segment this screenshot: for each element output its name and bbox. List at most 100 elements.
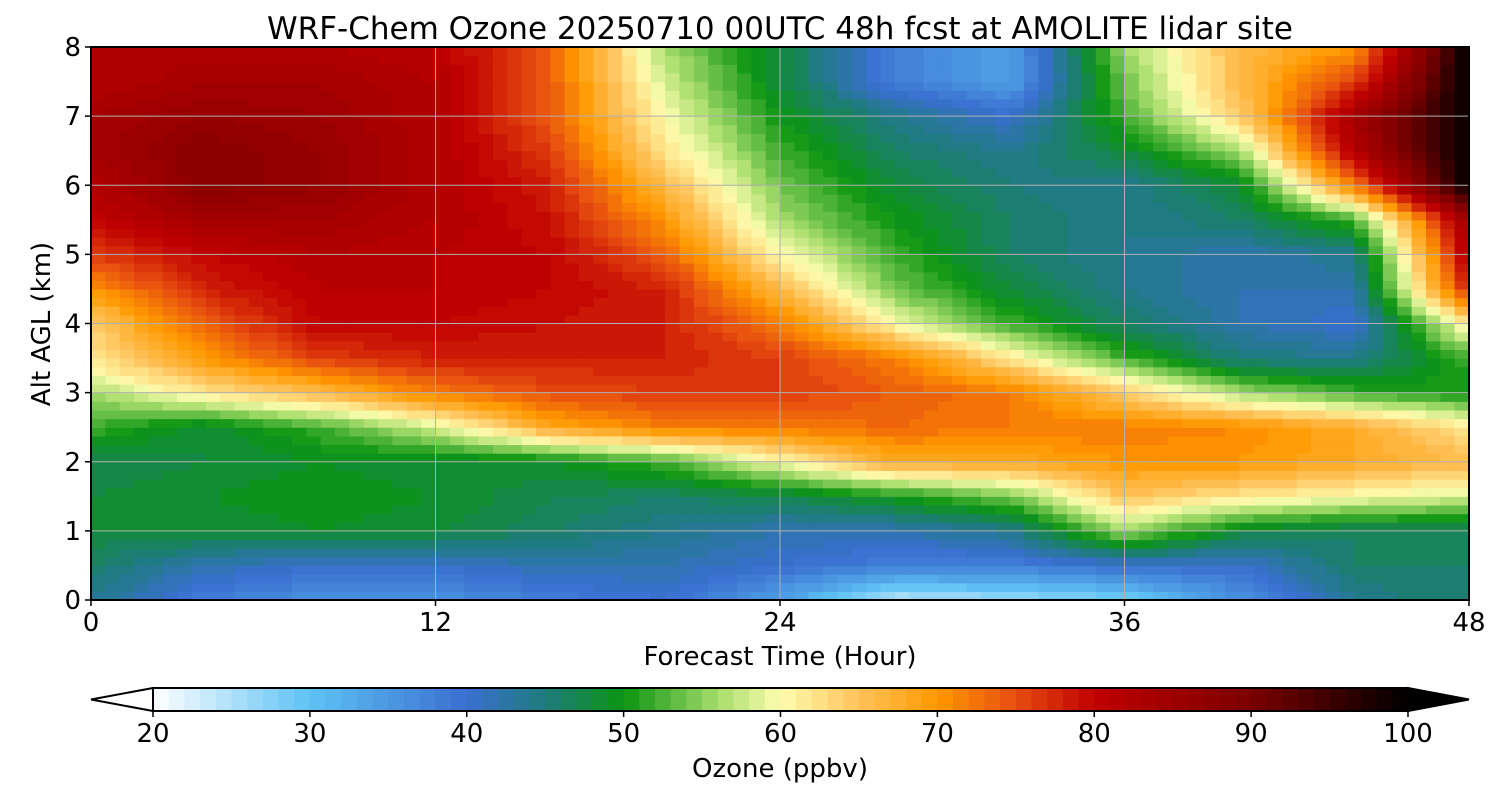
- heatmap-cell: [349, 358, 365, 368]
- heatmap-cell: [191, 185, 207, 195]
- heatmap-cell: [923, 202, 939, 212]
- heatmap-cell: [765, 306, 781, 316]
- heatmap-cell: [1124, 470, 1140, 480]
- heatmap-cell: [1210, 254, 1226, 264]
- heatmap-cell: [751, 548, 767, 558]
- heatmap-cell: [1067, 461, 1083, 471]
- heatmap-cell: [378, 185, 394, 195]
- heatmap-cell: [119, 522, 135, 532]
- heatmap-cell: [162, 556, 178, 567]
- heatmap-cell: [535, 219, 551, 230]
- heatmap-cell: [1024, 176, 1039, 186]
- heatmap-cell: [521, 453, 537, 463]
- heatmap-cell: [837, 340, 853, 351]
- heatmap-cell: [191, 254, 207, 264]
- heatmap-cell: [1095, 366, 1111, 376]
- heatmap-cell: [1067, 444, 1083, 454]
- heatmap-cell: [1124, 418, 1140, 428]
- heatmap-cell: [579, 323, 594, 333]
- heatmap-cell: [736, 574, 752, 584]
- heatmap-cell: [650, 383, 666, 394]
- heatmap-cell: [1153, 453, 1169, 463]
- heatmap-cell: [1181, 159, 1197, 169]
- heatmap-cell: [406, 461, 422, 471]
- heatmap-cell: [320, 496, 336, 506]
- heatmap-cell: [220, 314, 236, 325]
- heatmap-cell: [421, 323, 437, 333]
- heatmap-cell: [794, 185, 810, 195]
- heatmap-cell: [1382, 409, 1398, 420]
- heatmap-cell: [306, 245, 322, 255]
- heatmap-cell: [277, 496, 293, 506]
- heatmap-cell: [665, 591, 681, 601]
- heatmap-cell: [1454, 263, 1470, 273]
- heatmap-cell: [1110, 513, 1126, 523]
- heatmap-cell: [335, 280, 350, 290]
- heatmap-cell: [650, 280, 666, 290]
- heatmap-cell: [708, 487, 724, 497]
- heatmap-cell: [507, 150, 523, 160]
- heatmap-cell: [1425, 306, 1441, 316]
- heatmap-cell: [378, 271, 394, 281]
- heatmap-cell: [1052, 418, 1068, 428]
- heatmap-cell: [622, 461, 638, 471]
- heatmap-cell: [550, 323, 566, 333]
- heatmap-cell: [607, 349, 623, 359]
- heatmap-cell: [636, 392, 652, 402]
- heatmap-cell: [665, 323, 681, 333]
- heatmap-cell: [1454, 297, 1470, 307]
- heatmap-cell: [1368, 401, 1384, 411]
- heatmap-cell: [622, 418, 638, 428]
- heatmap-cell: [693, 409, 709, 420]
- heatmap-cell: [550, 556, 566, 567]
- heatmap-cell: [837, 245, 853, 255]
- heatmap-cell: [162, 288, 178, 299]
- heatmap-cell: [736, 237, 752, 247]
- heatmap-cell: [607, 530, 623, 541]
- heatmap-cell: [492, 185, 508, 195]
- heatmap-cell: [277, 219, 293, 230]
- heatmap-cell: [1239, 548, 1255, 558]
- heatmap-cell: [880, 591, 896, 601]
- heatmap-cell: [880, 556, 896, 567]
- heatmap-cell: [492, 565, 508, 575]
- heatmap-cell: [736, 288, 752, 299]
- heatmap-cell: [980, 392, 996, 402]
- heatmap-cell: [1196, 314, 1212, 325]
- heatmap-cell: [937, 470, 953, 480]
- heatmap-cell: [162, 193, 178, 204]
- heatmap-cell: [464, 375, 480, 385]
- heatmap-cell: [622, 548, 638, 558]
- heatmap-cell: [1081, 444, 1097, 454]
- heatmap-cell: [1268, 340, 1283, 351]
- heatmap-cell: [1009, 167, 1025, 178]
- heatmap-cell: [177, 401, 193, 411]
- heatmap-cell: [808, 219, 824, 230]
- heatmap-cell: [1224, 435, 1240, 446]
- heatmap-cell: [1024, 470, 1039, 480]
- heatmap-cell: [1038, 332, 1054, 342]
- heatmap-cell: [923, 237, 939, 247]
- heatmap-cell: [1440, 522, 1456, 532]
- heatmap-cell: [937, 522, 953, 532]
- heatmap-cell: [1167, 513, 1183, 523]
- heatmap-cell: [335, 263, 350, 273]
- heatmap-cell: [248, 366, 264, 376]
- heatmap-cell: [291, 167, 307, 178]
- heatmap-cell: [751, 496, 767, 506]
- heatmap-cell: [291, 176, 307, 186]
- heatmap-cell: [435, 556, 451, 567]
- heatmap-cell: [636, 556, 652, 567]
- heatmap-cell: [1440, 202, 1456, 212]
- heatmap-cell: [1440, 435, 1456, 446]
- heatmap-cell: [1024, 349, 1039, 359]
- heatmap-cell: [894, 453, 910, 463]
- heatmap-cell: [722, 427, 738, 437]
- heatmap-cell: [277, 185, 293, 195]
- heatmap-cell: [464, 271, 480, 281]
- heatmap-cell: [1440, 479, 1456, 489]
- heatmap-cell: [1038, 504, 1054, 515]
- heatmap-cell: [435, 332, 451, 342]
- heatmap-cell: [909, 288, 925, 299]
- heatmap-cell: [220, 504, 236, 515]
